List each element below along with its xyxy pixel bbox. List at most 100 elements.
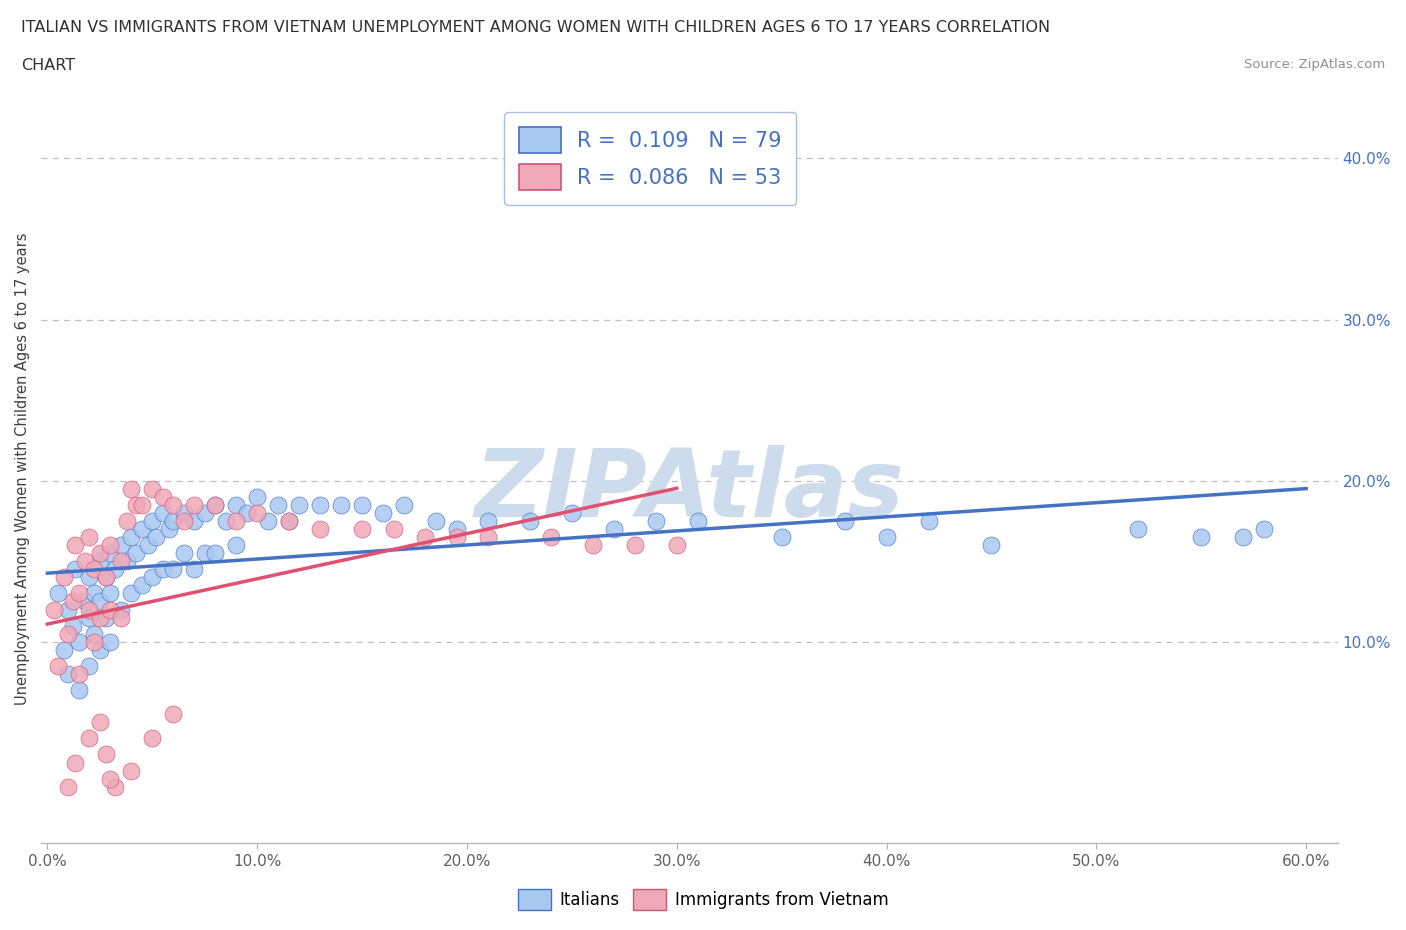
Point xyxy=(58,626,80,641)
Point xyxy=(1128,522,1150,537)
Point xyxy=(79,731,101,746)
Point xyxy=(644,513,666,528)
Point xyxy=(58,667,80,682)
Point xyxy=(79,602,101,617)
Point xyxy=(42,602,65,617)
Legend: Italians, Immigrants from Vietnam: Italians, Immigrants from Vietnam xyxy=(510,883,896,917)
Point xyxy=(246,505,269,520)
Point xyxy=(204,498,226,512)
Point xyxy=(94,747,117,762)
Point xyxy=(63,538,86,552)
Point xyxy=(624,538,647,552)
Point xyxy=(63,562,86,577)
Point xyxy=(141,731,163,746)
Point xyxy=(141,570,163,585)
Point xyxy=(392,498,415,512)
Point xyxy=(215,513,238,528)
Point xyxy=(79,529,101,544)
Point xyxy=(94,570,117,585)
Point xyxy=(225,498,247,512)
Point xyxy=(561,505,583,520)
Point xyxy=(246,489,269,504)
Point xyxy=(917,513,939,528)
Point xyxy=(413,529,436,544)
Point xyxy=(83,634,105,649)
Point xyxy=(309,498,332,512)
Point xyxy=(98,602,121,617)
Point xyxy=(115,553,138,568)
Point xyxy=(141,513,163,528)
Point xyxy=(94,610,117,625)
Point xyxy=(62,594,84,609)
Point xyxy=(89,715,111,730)
Point xyxy=(183,498,205,512)
Point xyxy=(145,529,167,544)
Point xyxy=(89,643,111,658)
Point xyxy=(53,643,76,658)
Point xyxy=(67,634,90,649)
Point xyxy=(131,498,153,512)
Point xyxy=(79,610,101,625)
Point xyxy=(110,553,132,568)
Point xyxy=(120,481,142,496)
Point xyxy=(1232,529,1254,544)
Point xyxy=(120,586,142,601)
Y-axis label: Unemployment Among Women with Children Ages 6 to 17 years: Unemployment Among Women with Children A… xyxy=(15,232,30,705)
Point xyxy=(540,529,562,544)
Point xyxy=(162,707,184,722)
Text: CHART: CHART xyxy=(21,58,75,73)
Point xyxy=(53,570,76,585)
Point xyxy=(136,538,159,552)
Point xyxy=(1189,529,1212,544)
Point xyxy=(120,529,142,544)
Point xyxy=(89,610,111,625)
Point xyxy=(58,779,80,794)
Point xyxy=(876,529,898,544)
Point xyxy=(352,498,374,512)
Point xyxy=(157,522,180,537)
Point xyxy=(141,481,163,496)
Point xyxy=(110,602,132,617)
Point xyxy=(204,498,226,512)
Point xyxy=(477,513,499,528)
Point xyxy=(67,683,90,698)
Point xyxy=(124,546,146,561)
Point xyxy=(665,538,688,552)
Point xyxy=(152,505,174,520)
Point xyxy=(46,658,69,673)
Point xyxy=(173,546,195,561)
Point xyxy=(120,764,142,778)
Point xyxy=(256,513,278,528)
Point xyxy=(770,529,793,544)
Point xyxy=(382,522,405,537)
Point xyxy=(98,586,121,601)
Point xyxy=(194,505,217,520)
Point xyxy=(235,505,257,520)
Point xyxy=(446,522,468,537)
Point xyxy=(1253,522,1275,537)
Point xyxy=(83,626,105,641)
Text: ITALIAN VS IMMIGRANTS FROM VIETNAM UNEMPLOYMENT AMONG WOMEN WITH CHILDREN AGES 6: ITALIAN VS IMMIGRANTS FROM VIETNAM UNEMP… xyxy=(21,20,1050,35)
Point xyxy=(204,546,226,561)
Point xyxy=(267,498,290,512)
Point xyxy=(162,498,184,512)
Point xyxy=(103,562,125,577)
Point xyxy=(519,513,541,528)
Point xyxy=(58,602,80,617)
Point xyxy=(225,538,247,552)
Point xyxy=(67,586,90,601)
Point xyxy=(425,513,447,528)
Point xyxy=(83,586,105,601)
Point xyxy=(98,634,121,649)
Point xyxy=(477,529,499,544)
Point xyxy=(63,755,86,770)
Point xyxy=(173,505,195,520)
Point xyxy=(67,667,90,682)
Text: ZIPAtlas: ZIPAtlas xyxy=(474,445,904,537)
Point xyxy=(98,771,121,786)
Point xyxy=(446,529,468,544)
Point xyxy=(352,522,374,537)
Point xyxy=(686,513,709,528)
Point xyxy=(330,498,353,512)
Point xyxy=(162,513,184,528)
